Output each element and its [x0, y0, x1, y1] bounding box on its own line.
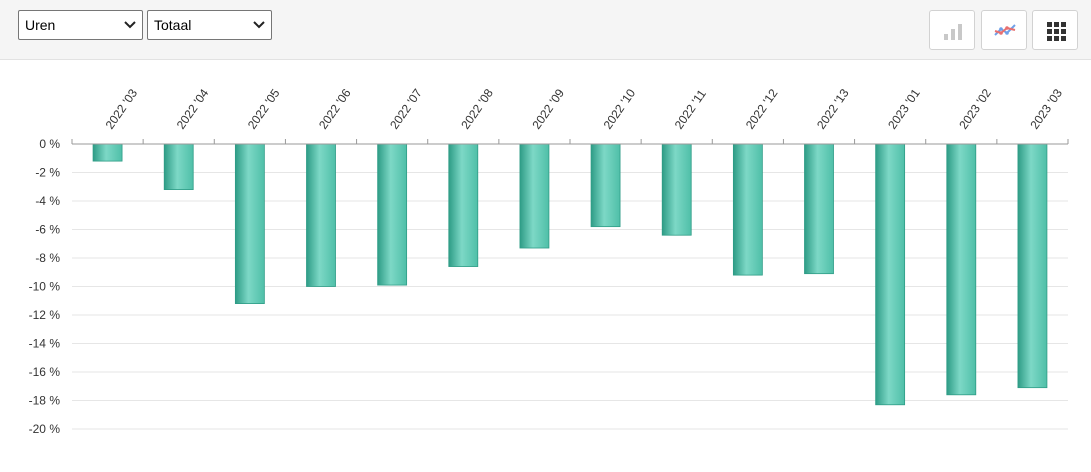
bar[interactable] — [875, 143, 906, 406]
chevron-down-icon — [253, 21, 265, 29]
x-tick-label: 2022 '05 — [245, 86, 283, 132]
x-tick-label: 2022 '03 — [103, 86, 141, 132]
x-tick-label: 2022 '06 — [316, 86, 354, 132]
gridlines — [72, 172, 1068, 430]
measure-select-value: Uren — [25, 17, 56, 33]
bar[interactable] — [92, 143, 123, 162]
y-tick-label: -6 % — [35, 223, 60, 237]
bar[interactable] — [661, 143, 692, 236]
x-tick-label: 2023 '01 — [885, 86, 923, 132]
y-tick-label: -2 % — [35, 166, 60, 180]
bar[interactable] — [732, 143, 763, 276]
bar[interactable] — [519, 143, 550, 249]
bar[interactable] — [804, 143, 834, 275]
bar[interactable] — [306, 143, 336, 287]
x-tick-label: 2022 '12 — [743, 86, 781, 132]
y-tick-label: 0 % — [39, 137, 60, 151]
line-chart-button[interactable] — [981, 10, 1027, 50]
bar[interactable] — [1017, 143, 1048, 389]
bar[interactable] — [590, 143, 621, 228]
chevron-down-icon — [124, 21, 136, 29]
bar-chart-icon — [944, 24, 962, 40]
y-tick-label: -18 % — [29, 394, 61, 408]
bar[interactable] — [946, 143, 977, 396]
y-tick-label: -10 % — [29, 280, 61, 294]
line-chart-icon — [994, 24, 1016, 36]
y-tick-label: -4 % — [35, 194, 60, 208]
bar[interactable] — [377, 143, 408, 286]
x-tick-label: 2023 '03 — [1027, 86, 1065, 132]
x-tick-label: 2022 '10 — [601, 86, 639, 132]
aggregate-select-value: Totaal — [154, 17, 192, 33]
x-tick-label: 2022 '11 — [672, 87, 709, 132]
bar[interactable] — [448, 143, 479, 267]
x-tick-label: 2022 '07 — [387, 86, 425, 132]
bar-chart: 0 % -2 % -4 % -6 % -8 % -10 % -12 % -14 % -16 % -… — [29, 86, 1069, 436]
aggregate-select[interactable]: Totaal — [147, 10, 272, 40]
x-tick-label: 2022 '08 — [458, 86, 496, 132]
chart-toolbar: Uren Totaal — [0, 0, 1091, 60]
x-tick-label: 2022 '09 — [529, 86, 567, 132]
bar[interactable] — [234, 143, 265, 305]
y-tick-label: -20 % — [29, 422, 61, 436]
x-tick-label: 2023 '02 — [956, 86, 994, 132]
bar-chart-button[interactable] — [929, 10, 975, 50]
grid-view-button[interactable] — [1032, 10, 1078, 50]
y-tick-label: -16 % — [29, 365, 61, 379]
bar[interactable] — [163, 143, 194, 190]
axes: 0 % -2 % -4 % -6 % -8 % -10 % -12 % -14 % -16 % -… — [29, 86, 1069, 436]
y-tick-label: -12 % — [29, 308, 61, 322]
y-tick-label: -8 % — [35, 251, 60, 265]
y-tick-label: -14 % — [29, 337, 61, 351]
grid-icon — [1047, 22, 1066, 41]
x-tick-label: 2022 '13 — [814, 86, 852, 132]
bars — [92, 143, 1048, 406]
x-tick-label: 2022 '04 — [174, 86, 212, 132]
measure-select[interactable]: Uren — [18, 10, 143, 40]
